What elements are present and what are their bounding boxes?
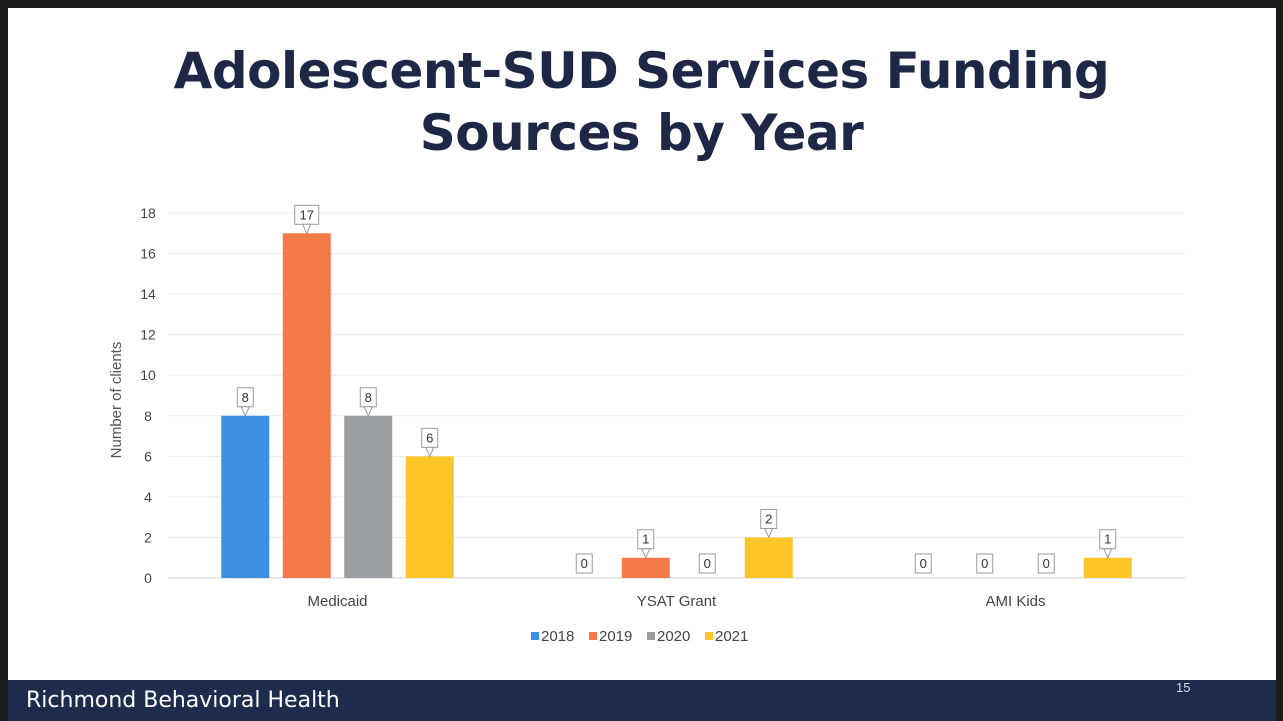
bars [221,233,1132,578]
y-tick-label: 6 [144,448,152,464]
x-tick-label: AMI Kids [985,593,1045,610]
y-tick-label: 10 [140,367,156,383]
legend-swatch-2018 [531,632,539,640]
data-label: 0 [704,556,711,571]
data-label: 17 [300,207,314,222]
data-labels: 8 17 8 6 0 1 0 2 0 0 0 1 [236,204,1117,574]
slide-title: Adolescent-SUD Services Funding Sources … [0,40,1283,164]
legend-swatch-2019 [589,632,597,640]
y-tick-label: 16 [140,246,156,262]
data-label: 8 [365,390,372,405]
footer-bar: Richmond Behavioral Health 15 [8,680,1276,721]
y-axis-ticks: 0 2 4 6 8 10 12 14 16 18 [140,205,156,586]
legend-label-2018: 2018 [541,628,574,645]
data-label-pointer [1102,548,1113,559]
y-tick-label: 14 [140,286,156,302]
data-label: 1 [642,532,649,547]
data-label-pointer [301,223,312,235]
y-axis-label: Number of clients [108,342,125,459]
legend-label-2020: 2020 [657,628,690,645]
y-tick-label: 4 [144,489,152,505]
y-tick-label: 8 [144,408,152,424]
legend-label-2021: 2021 [715,628,748,645]
data-label-box [698,553,716,574]
x-tick-label: YSAT Grant [637,593,717,610]
data-label: 8 [242,390,249,405]
data-label: 0 [1043,556,1050,571]
y-tick-label: 2 [144,529,152,545]
legend-swatch-2020 [647,632,655,640]
data-label: 6 [426,430,433,445]
data-label-box [1037,553,1055,574]
page-number: 15 [1176,680,1191,695]
bar-2020-medicaid [344,415,393,578]
data-label-box [976,553,994,574]
y-tick-label: 18 [140,205,156,221]
data-label-pointer [363,406,374,418]
organization-name: Richmond Behavioral Health [26,688,340,713]
data-label: 0 [981,556,988,571]
bar-2021-medicaid [405,456,454,578]
data-label: 2 [765,511,772,526]
y-tick-label: 0 [144,570,152,586]
bar-2021-ami-kids [1083,557,1132,578]
data-label-box [575,553,593,574]
gridlines [168,212,1185,579]
data-label-box [914,553,932,574]
legend-label-2019: 2019 [599,628,632,645]
legend: 2018 2019 2020 2021 [531,628,748,645]
data-label: 1 [1104,532,1111,547]
data-label-pointer [424,446,435,458]
data-label: 0 [581,556,588,571]
bar-2018-medicaid [221,415,270,578]
x-tick-label: Medicaid [307,593,367,610]
data-label-pointer [240,406,251,418]
title-line-1: Adolescent-SUD Services Funding [173,42,1110,100]
data-label-pointer [763,527,774,539]
title-line-2: Sources by Year [419,104,864,162]
x-axis-ticks: Medicaid YSAT Grant AMI Kids [307,593,1045,610]
data-label: 0 [920,556,927,571]
bar-2021-ysat-grant [744,537,793,578]
bar-2019-ysat-grant [621,557,670,578]
bar-2019-medicaid [282,233,331,578]
data-label-pointer [640,548,651,559]
legend-swatch-2021 [705,632,713,640]
y-tick-label: 12 [140,327,156,343]
